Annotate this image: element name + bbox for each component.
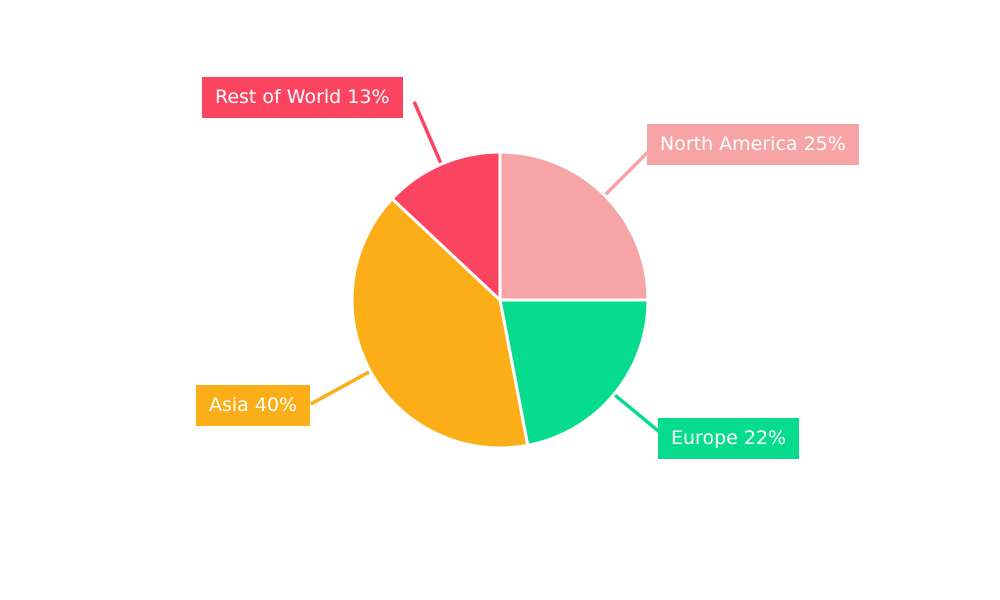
pie-label-north-america: North America 25% xyxy=(647,124,859,165)
pie-label-asia: Asia 40% xyxy=(196,385,311,426)
pie-label-europe: Europe 22% xyxy=(658,418,800,459)
pie-label-rest-of-world: Rest of World 13% xyxy=(202,77,403,118)
leader-line-asia xyxy=(309,367,375,406)
leader-line-europe xyxy=(609,390,668,440)
pie-slice-asia[interactable] xyxy=(350,197,530,450)
leader-line-rest-of-world xyxy=(412,101,445,169)
pie-slice-north-america[interactable] xyxy=(498,150,650,302)
leader-line-north-america xyxy=(600,146,654,200)
pie-slice-rest-of-world[interactable] xyxy=(390,150,502,302)
pie-slice-europe[interactable] xyxy=(498,298,650,447)
